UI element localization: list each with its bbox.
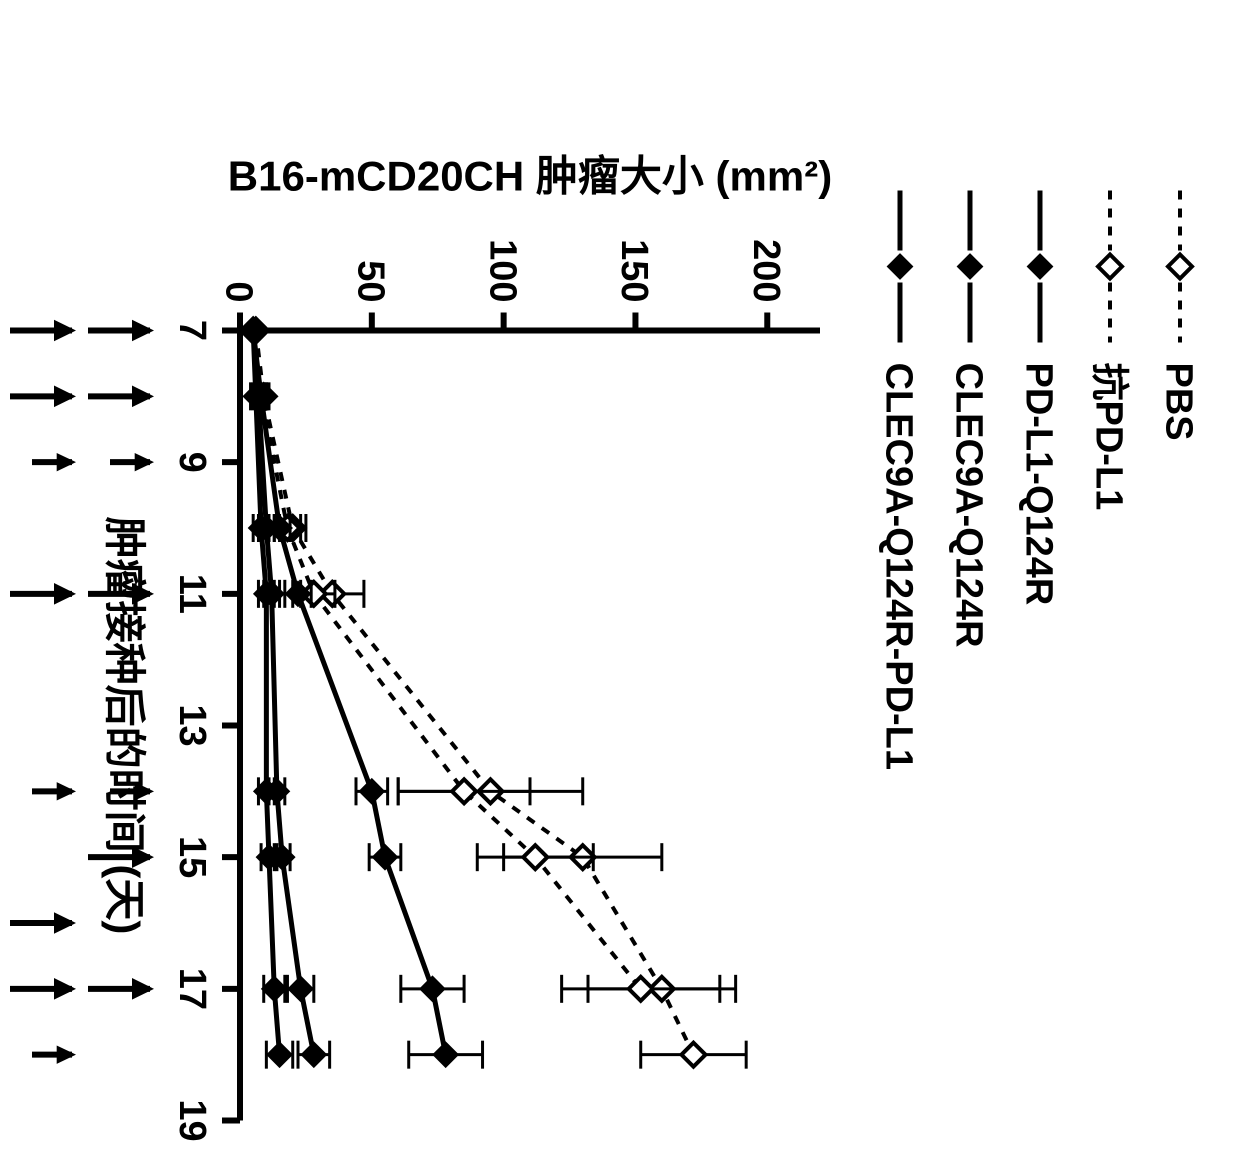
x-axis-title: 肿瘤接种后的时间 (天): [101, 516, 148, 934]
y-tick-label: 50: [350, 260, 392, 302]
y-tick-label: 200: [745, 239, 787, 302]
x-tick-label: 7: [171, 319, 213, 340]
x-tick-label: 9: [171, 451, 213, 472]
y-tick-label: 150: [613, 239, 655, 302]
x-tick-label: 17: [171, 967, 213, 1009]
legend-label-clec9a: CLEC9A-Q124R: [948, 362, 990, 647]
tumor-growth-chart: 0 50 100 150 200 7 9 11 13 15 17 19 B16-mCD20CH 肿瘤大小…: [0, 0, 1240, 1173]
legend-label-pdl1q: PD-L1-Q124R: [1018, 362, 1060, 605]
legend-label-pbs: PBS: [1158, 362, 1200, 440]
x-tick-label: 19: [171, 1099, 213, 1141]
legend-label-clec9apdl1: CLEC9A-Q124R-PD-L1: [878, 362, 920, 770]
x-tick-label: 15: [171, 836, 213, 878]
legend-label-antipdl1: 抗PD-L1: [1088, 362, 1130, 510]
x-tick-label: 11: [171, 573, 213, 613]
y-tick-label: 100: [481, 239, 523, 302]
y-axis-title: B16-mCD20CH 肿瘤大小 (mm²): [228, 152, 832, 199]
x-tick-label: 13: [171, 704, 213, 746]
y-tick-label: 0: [218, 281, 260, 302]
rotated-canvas: 0 50 100 150 200 7 9 11 13 15 17 19 B16-mCD20CH 肿瘤大小…: [0, 0, 1240, 1173]
